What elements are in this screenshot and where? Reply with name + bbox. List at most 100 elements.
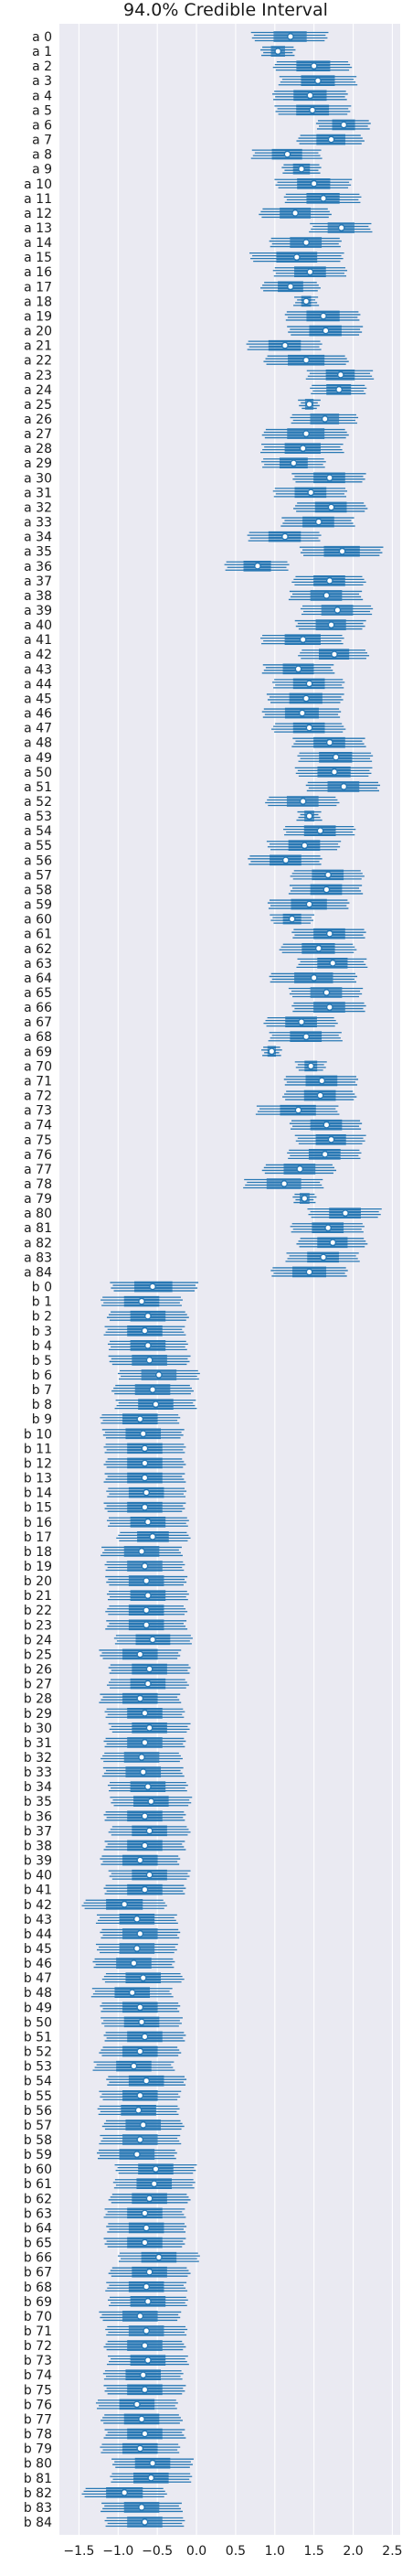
mean-marker-a-12 <box>291 209 299 217</box>
interval-b-73 <box>106 2355 189 2366</box>
ytick-b-58: b 58 <box>24 2133 52 2148</box>
mean-marker-a-33 <box>314 518 323 526</box>
ytick-a-27: a 27 <box>24 427 52 442</box>
interval-b-30 <box>108 1723 191 1733</box>
ytick-a-2: a 2 <box>32 59 52 74</box>
interval-b-2 <box>106 1310 189 1322</box>
mean-marker-a-64 <box>310 974 318 982</box>
interval-b-79 <box>100 2442 181 2454</box>
mean-marker-b-34 <box>143 1783 152 1791</box>
mean-marker-b-61 <box>150 2180 158 2188</box>
ytick-b-50: b 50 <box>24 2015 52 2030</box>
mean-marker-b-41 <box>141 1885 149 1894</box>
mean-marker-b-20 <box>143 1577 151 1584</box>
mean-marker-a-10 <box>310 179 318 188</box>
mean-marker-b-26 <box>145 1665 153 1673</box>
ytick-a-0: a 0 <box>32 30 52 45</box>
ytick-a-41: a 41 <box>24 633 52 648</box>
interval-a-56 <box>248 854 323 866</box>
interval-a-16 <box>272 266 348 278</box>
ytick-b-82: b 82 <box>24 2486 52 2501</box>
ytick-a-17: a 17 <box>24 280 52 295</box>
interval-a-37 <box>291 575 366 586</box>
mean-marker-b-51 <box>141 2033 149 2041</box>
interval-b-74 <box>102 2369 184 2381</box>
interval-b-67 <box>108 2266 191 2278</box>
ytick-a-71: a 71 <box>24 1074 52 1089</box>
ytick-a-39: a 39 <box>24 604 52 618</box>
mean-marker-b-30 <box>145 1723 153 1732</box>
mean-marker-b-23 <box>143 1621 151 1629</box>
ytick-b-63: b 63 <box>24 2206 52 2221</box>
interval-a-30 <box>291 472 366 484</box>
ytick-a-34: a 34 <box>24 531 52 545</box>
mean-marker-a-75 <box>327 1135 335 1143</box>
interval-a-78 <box>243 1178 324 1189</box>
ytick-a-74: a 74 <box>24 1119 52 1133</box>
mean-marker-a-81 <box>324 1224 333 1232</box>
interval-b-66 <box>117 2251 200 2263</box>
interval-b-23 <box>105 1619 188 1631</box>
ytick-b-8: b 8 <box>32 1398 52 1412</box>
interval-b-51 <box>103 2031 186 2043</box>
mean-marker-b-21 <box>143 1592 152 1600</box>
ytick-b-16: b 16 <box>24 1516 52 1530</box>
mean-marker-a-69 <box>268 1047 276 1056</box>
ytick-a-21: a 21 <box>24 339 52 354</box>
ytick-b-61: b 61 <box>24 2177 52 2192</box>
interval-b-24 <box>113 1634 193 1646</box>
ytick-b-49: b 49 <box>24 2001 52 2015</box>
mean-marker-a-26 <box>321 415 329 423</box>
interval-a-67 <box>263 1016 338 1027</box>
ytick-b-4: b 4 <box>32 1339 52 1354</box>
interval-a-31 <box>272 487 348 499</box>
interval-b-76 <box>95 2399 178 2410</box>
ytick-a-49: a 49 <box>24 751 52 766</box>
interval-a-54 <box>283 825 356 836</box>
mean-marker-b-15 <box>141 1503 149 1511</box>
mean-marker-b-62 <box>145 2195 153 2203</box>
ytick-a-36: a 36 <box>24 560 52 574</box>
mean-marker-a-79 <box>301 1195 309 1202</box>
interval-a-58 <box>288 884 364 896</box>
mean-marker-b-49 <box>136 2003 144 2012</box>
ytick-a-84: a 84 <box>24 1265 52 1280</box>
mean-marker-a-3 <box>314 77 322 85</box>
ytick-a-72: a 72 <box>24 1089 52 1104</box>
ytick-b-1: b 1 <box>32 1295 52 1310</box>
mean-marker-b-22 <box>143 1606 151 1615</box>
mean-marker-b-40 <box>145 1871 153 1879</box>
mean-marker-a-62 <box>314 944 323 952</box>
ytick-a-3: a 3 <box>32 74 52 89</box>
interval-a-19 <box>284 310 361 322</box>
ytick-b-44: b 44 <box>24 1927 52 1942</box>
interval-a-44 <box>272 678 345 690</box>
ytick-a-16: a 16 <box>24 265 52 280</box>
ytick-a-66: a 66 <box>24 1001 52 1015</box>
interval-b-46 <box>92 1958 175 1969</box>
interval-b-61 <box>112 2178 196 2190</box>
ytick-b-5: b 5 <box>32 1354 52 1368</box>
ytick-b-30: b 30 <box>24 1722 52 1736</box>
mean-marker-b-80 <box>149 2459 156 2467</box>
mean-marker-b-48 <box>128 1989 136 1997</box>
interval-b-58 <box>99 2134 182 2145</box>
ytick-b-33: b 33 <box>24 1766 52 1780</box>
ytick-b-60: b 60 <box>24 2163 52 2177</box>
interval-a-8 <box>250 148 323 160</box>
interval-a-25 <box>298 399 321 410</box>
ytick-b-29: b 29 <box>24 1707 52 1722</box>
interval-a-5 <box>274 104 352 116</box>
mean-marker-b-36 <box>141 1812 149 1820</box>
interval-a-11 <box>283 193 362 204</box>
interval-b-20 <box>105 1575 188 1586</box>
ytick-b-51: b 51 <box>24 2030 52 2045</box>
interval-a-76 <box>287 1149 362 1160</box>
interval-a-0 <box>250 31 329 42</box>
ytick-b-42: b 42 <box>24 1898 52 1913</box>
mean-marker-b-60 <box>152 2165 160 2174</box>
xtick-2: −0.5 <box>142 2544 173 2559</box>
ytick-b-2: b 2 <box>32 1310 52 1325</box>
ytick-a-14: a 14 <box>24 236 52 251</box>
mean-marker-a-67 <box>298 1018 305 1026</box>
